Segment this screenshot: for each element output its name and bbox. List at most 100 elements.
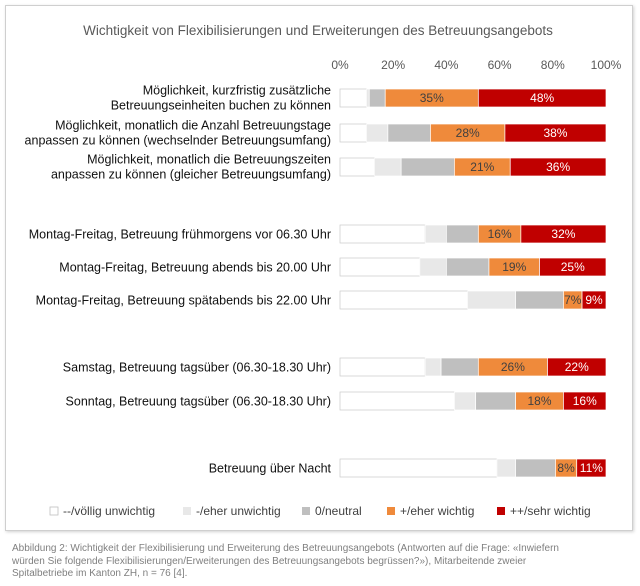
bar-segment-neutral: [387, 123, 431, 143]
data-label-suffix: %: [484, 160, 495, 174]
bar-segment-eher-unwichtig: [366, 123, 389, 143]
x-tick-label: 100%: [591, 58, 622, 72]
data-label-eher-wichtig: 19%: [502, 260, 526, 274]
x-tick-label: 20%: [381, 58, 405, 72]
legend-marker-eher-unwichtig: [183, 507, 191, 515]
category-label: anpassen zu können (wechselnder Betreuun…: [25, 134, 331, 148]
data-label-sehr-wichtig: 16%: [573, 394, 597, 408]
data-label-sehr-wichtig: 11%: [580, 461, 603, 475]
bar-segment-sehr-wichtig: [563, 391, 607, 411]
data-label-suffix: %: [571, 293, 582, 307]
bar-segment-voellig-unwichtig: [339, 157, 375, 177]
data-label-value: 8: [557, 461, 564, 475]
data-label-suffix: %: [541, 394, 552, 408]
x-axis-ticks: 0% 20% 40% 60% 80% 100%: [331, 58, 621, 72]
bar-segment-sehr-wichtig: [504, 123, 607, 143]
data-label-value: 11: [580, 461, 593, 475]
data-label-suffix: %: [578, 360, 589, 374]
data-label-value: 28: [456, 126, 470, 140]
data-label-value: 7: [564, 293, 571, 307]
bar-segment-voellig-unwichtig: [339, 88, 367, 108]
data-label-value: 36: [546, 160, 560, 174]
category-label: anpassen zu können (gleicher Betreuungsu…: [51, 168, 331, 182]
data-label-value: 35: [420, 91, 434, 105]
legend-label-voellig-unwichtig: --/völlig unwichtig: [63, 504, 155, 518]
data-label-eher-wichtig: 35%: [420, 91, 444, 105]
legend-marker-sehr-wichtig: [497, 507, 505, 515]
caption-line: Abbildung 2: Wichtigkeit der Flexibilisi…: [12, 543, 559, 554]
category-label: Sonntag, Betreuung tagsüber (06.30-18.30…: [66, 395, 331, 409]
bar-segment-neutral: [446, 224, 479, 244]
bar-segment-eher-unwichtig: [424, 357, 442, 377]
data-label-value: 32: [551, 227, 565, 241]
data-label-value: 21: [470, 160, 484, 174]
bar-segment-sehr-wichtig: [520, 224, 607, 244]
x-tick-label: 40%: [434, 58, 458, 72]
data-label-suffix: %: [592, 461, 603, 475]
data-label-sehr-wichtig: 48%: [530, 91, 554, 105]
category-label: Möglichkeit, kurzfristig zusätzliche: [143, 84, 331, 98]
data-label-value: 26: [501, 360, 515, 374]
data-label-value: 38: [543, 126, 557, 140]
x-tick-label: 60%: [488, 58, 512, 72]
caption-line: würden Sie folgende Flexibilisierungen/E…: [12, 555, 527, 567]
stacked-bar-chart: Wichtigkeit von Flexibilisierungen und E…: [25, 23, 622, 518]
data-label-sehr-wichtig: 9%: [585, 293, 603, 307]
legend-label-neutral: 0/neutral: [315, 504, 362, 518]
category-label: Betreuungseinheiten buchen zu können: [111, 99, 331, 113]
data-label-suffix: %: [574, 260, 585, 274]
bar-segment-neutral: [515, 458, 556, 478]
data-label-sehr-wichtig: 25%: [561, 260, 585, 274]
bar-segment-voellig-unwichtig: [339, 123, 367, 143]
bar-segment-voellig-unwichtig: [339, 257, 421, 277]
data-label-suffix: %: [586, 394, 597, 408]
category-label: Montag-Freitag, Betreuung spätabends bis…: [36, 294, 331, 308]
data-label-suffix: %: [514, 360, 525, 374]
category-label: Montag-Freitag, Betreuung abends bis 20.…: [59, 261, 331, 275]
data-label-sehr-wichtig: 22%: [565, 360, 589, 374]
data-label-value: 18: [527, 394, 541, 408]
data-label-sehr-wichtig: 32%: [551, 227, 575, 241]
bar-segment-sehr-wichtig: [576, 458, 607, 478]
bar-segment-neutral: [446, 257, 490, 277]
data-label-value: 9: [585, 293, 592, 307]
legend-label-eher-unwichtig: -/eher unwichtig: [196, 504, 281, 518]
bar-segment-neutral: [368, 88, 386, 108]
data-label-suffix: %: [433, 91, 444, 105]
bar-segment-neutral: [475, 391, 516, 411]
data-label-eher-wichtig: 7%: [564, 293, 582, 307]
legend: --/völlig unwichtig -/eher unwichtig 0/neu…: [49, 504, 591, 518]
data-label-value: 25: [561, 260, 575, 274]
data-labels: 35% 48%28% 38%21% 36%16% 32%19% 25%7% 9%26% 22%…: [420, 91, 604, 475]
x-tick-label: 0%: [331, 58, 349, 72]
bar-segment-eher-unwichtig: [366, 88, 370, 108]
bar-segment-eher-unwichtig: [467, 290, 516, 310]
chart-title: Wichtigkeit von Flexibilisierungen und E…: [83, 23, 553, 38]
data-label-suffix: %: [544, 91, 555, 105]
data-label-suffix: %: [501, 227, 512, 241]
data-label-sehr-wichtig: 38%: [543, 126, 567, 140]
data-label-eher-wichtig: 16%: [488, 227, 512, 241]
figure-caption: Abbildung 2: Wichtigkeit der Flexibilisi…: [12, 543, 632, 581]
category-label: Betreuung über Nacht: [209, 462, 332, 476]
data-label-suffix: %: [557, 126, 568, 140]
bar-segment-voellig-unwichtig: [339, 224, 426, 244]
bar-segment-sehr-wichtig: [581, 290, 607, 310]
data-label-value: 19: [502, 260, 516, 274]
data-label-suffix: %: [516, 260, 527, 274]
category-label: Möglichkeit, monatlich die Betreuungszei…: [87, 153, 331, 167]
category-label: Samstag, Betreuung tagsüber (06.30-18.30…: [63, 361, 331, 375]
legend-label-eher-wichtig: +/eher wichtig: [400, 504, 474, 518]
category-label: Montag-Freitag, Betreuung frühmorgens vo…: [29, 228, 331, 242]
legend-marker-voellig-unwichtig: [49, 506, 59, 516]
legend-label-sehr-wichtig: ++/sehr wichtig: [510, 504, 591, 518]
data-label-eher-wichtig: 28%: [456, 126, 480, 140]
bar-segment-eher-unwichtig: [424, 224, 447, 244]
bar-segment-voellig-unwichtig: [339, 290, 469, 310]
category-label: Möglichkeit, monatlich die Anzahl Betreu…: [55, 119, 331, 133]
data-label-eher-wichtig: 8%: [557, 461, 575, 475]
data-label-sehr-wichtig: 36%: [546, 160, 570, 174]
bar-segment-voellig-unwichtig: [339, 391, 455, 411]
data-label-value: 16: [488, 227, 502, 241]
category-labels: Möglichkeit, kurzfristig zusätzlicheBetr…: [25, 84, 332, 476]
